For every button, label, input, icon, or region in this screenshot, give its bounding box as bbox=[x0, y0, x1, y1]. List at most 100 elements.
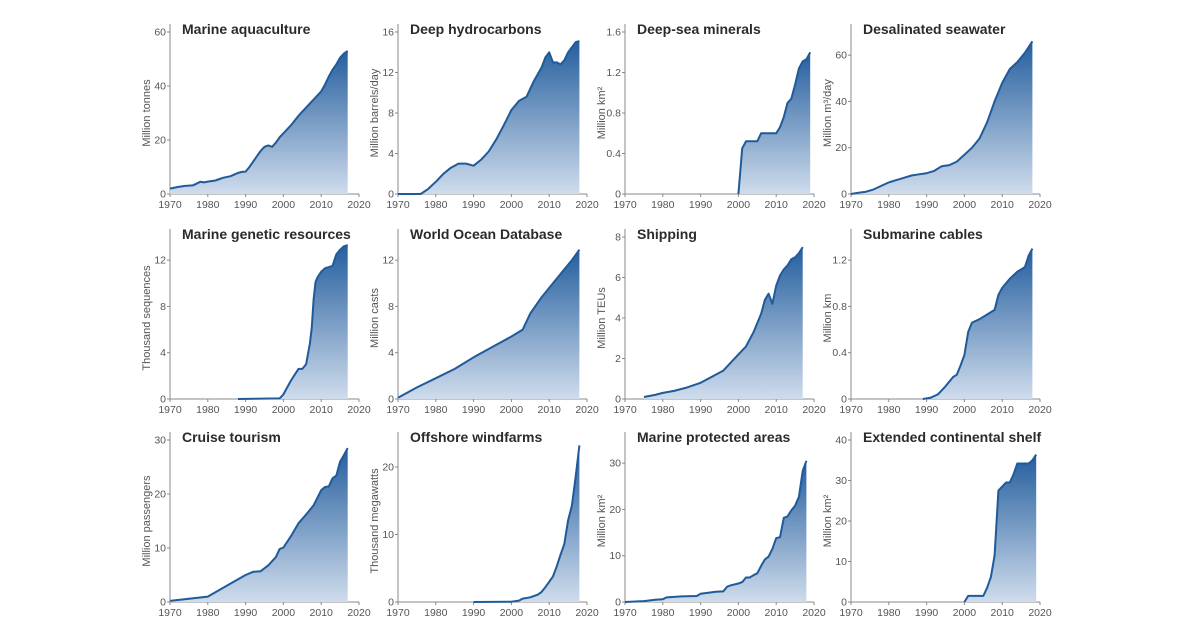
x-tick-label: 1980 bbox=[651, 199, 675, 211]
x-tick-label: 2000 bbox=[272, 607, 296, 619]
x-tick-label: 2020 bbox=[802, 199, 826, 211]
x-tick-label: 2000 bbox=[500, 404, 524, 416]
x-tick-label: 1990 bbox=[234, 199, 258, 211]
series-line bbox=[963, 454, 1038, 603]
x-tick-label: 1990 bbox=[689, 199, 713, 211]
series-line bbox=[643, 246, 804, 398]
x-tick-label: 2020 bbox=[575, 199, 599, 211]
series-line bbox=[737, 51, 812, 195]
x-tick-label: 2020 bbox=[575, 607, 599, 619]
y-tick-label: 0 bbox=[388, 189, 394, 201]
series-area bbox=[643, 247, 803, 399]
y-axis-label: Million km bbox=[822, 294, 834, 343]
panel-title: Desalinated seawater bbox=[863, 21, 1006, 37]
panel-title: Marine protected areas bbox=[637, 429, 790, 445]
x-tick-label: 1970 bbox=[613, 607, 637, 619]
y-tick-label: 0.8 bbox=[832, 301, 847, 313]
x-tick-label: 2020 bbox=[1028, 199, 1052, 211]
x-tick-label: 2000 bbox=[727, 607, 751, 619]
x-tick-label: 1980 bbox=[877, 607, 901, 619]
x-tick-label: 2020 bbox=[347, 199, 371, 211]
panel-deep-hydrocarbons: 0 4 8 12 16 1970 1980 1990 2000 2010 2020 Deep hydr… bbox=[369, 21, 599, 211]
y-tick-label: 4 bbox=[388, 347, 394, 359]
panel-extended-continental-shelf: 0 10 20 30 40 1970 1980 1990 2000 2010 2020 Extende… bbox=[822, 429, 1052, 619]
series-area bbox=[625, 460, 807, 602]
y-tick-label: 0 bbox=[841, 394, 847, 406]
y-tick-label: 30 bbox=[835, 475, 847, 487]
y-tick-label: 20 bbox=[835, 516, 847, 528]
y-axis-label: Thousand megawatts bbox=[369, 468, 381, 574]
y-tick-label: 10 bbox=[609, 550, 621, 562]
series-line bbox=[397, 249, 581, 399]
panel-marine-aquaculture: 0 20 40 60 1970 1980 1990 2000 2010 2020 Marine aq… bbox=[141, 21, 371, 211]
y-tick-label: 0 bbox=[160, 597, 166, 609]
y-axis-label: Million casts bbox=[369, 288, 381, 348]
x-tick-label: 2020 bbox=[802, 607, 826, 619]
x-tick-label: 1970 bbox=[839, 199, 863, 211]
series-area bbox=[964, 454, 1037, 602]
series-line bbox=[922, 248, 1034, 400]
y-tick-label: 30 bbox=[609, 458, 621, 470]
y-tick-label: 0 bbox=[388, 394, 394, 406]
y-tick-label: 20 bbox=[154, 135, 166, 147]
series-area bbox=[473, 445, 580, 602]
x-tick-label: 2020 bbox=[1028, 607, 1052, 619]
x-tick-label: 2000 bbox=[500, 607, 524, 619]
x-tick-label: 2010 bbox=[538, 404, 562, 416]
y-tick-label: 20 bbox=[835, 142, 847, 154]
x-tick-label: 1970 bbox=[158, 607, 182, 619]
y-tick-label: 0.8 bbox=[606, 108, 621, 120]
y-tick-label: 1.6 bbox=[606, 27, 621, 39]
y-tick-label: 20 bbox=[609, 504, 621, 516]
series-area bbox=[738, 52, 811, 194]
y-tick-label: 0 bbox=[615, 394, 621, 406]
y-tick-label: 0 bbox=[615, 597, 621, 609]
panel-deep-sea-minerals: 0 0.4 0.8 1.2 1.6 1970 1980 1990 2000 2010 2020 Dee… bbox=[596, 21, 826, 211]
x-tick-label: 2000 bbox=[500, 199, 524, 211]
panel-title: Cruise tourism bbox=[182, 429, 281, 445]
x-tick-label: 1970 bbox=[158, 404, 182, 416]
x-tick-label: 2010 bbox=[310, 199, 334, 211]
x-tick-label: 1980 bbox=[651, 607, 675, 619]
panel-marine-genetic-resources: 0 4 8 12 1970 1980 1990 2000 2010 2020 Marine gene… bbox=[141, 226, 371, 416]
series-area bbox=[398, 41, 580, 194]
y-tick-label: 0 bbox=[841, 597, 847, 609]
x-tick-label: 2020 bbox=[347, 607, 371, 619]
y-tick-label: 10 bbox=[382, 529, 394, 541]
x-tick-label: 2000 bbox=[727, 404, 751, 416]
y-tick-label: 8 bbox=[388, 301, 394, 313]
x-tick-label: 1970 bbox=[386, 199, 410, 211]
panel-title: Offshore windfarms bbox=[410, 429, 542, 445]
series-area bbox=[922, 248, 1033, 399]
series-line bbox=[398, 40, 580, 195]
x-tick-label: 1970 bbox=[839, 607, 863, 619]
y-axis-label: Million barrels/day bbox=[369, 68, 381, 157]
panel-shipping: 0 2 4 6 8 1970 1980 1990 2000 2010 2020 Shipping Mil… bbox=[596, 226, 826, 416]
y-tick-label: 0 bbox=[615, 189, 621, 201]
y-tick-label: 12 bbox=[154, 255, 166, 267]
y-tick-label: 20 bbox=[382, 462, 394, 474]
panel-cruise-tourism: 0 10 20 30 1970 1980 1990 2000 2010 2020 Cruise to… bbox=[141, 429, 371, 619]
y-tick-label: 2 bbox=[615, 353, 621, 365]
y-axis-label: Million km² bbox=[596, 86, 608, 139]
x-tick-label: 2010 bbox=[765, 199, 789, 211]
x-tick-label: 2010 bbox=[538, 607, 562, 619]
x-tick-label: 2000 bbox=[727, 199, 751, 211]
y-tick-label: 8 bbox=[160, 301, 166, 313]
series-area bbox=[238, 245, 348, 399]
x-tick-label: 1990 bbox=[915, 199, 939, 211]
x-tick-label: 2020 bbox=[1028, 404, 1052, 416]
x-tick-label: 1970 bbox=[839, 404, 863, 416]
x-tick-label: 2010 bbox=[991, 199, 1015, 211]
y-tick-label: 1.2 bbox=[832, 255, 847, 267]
x-tick-label: 1990 bbox=[689, 607, 713, 619]
y-axis-label: Million km² bbox=[596, 494, 608, 547]
x-tick-label: 2020 bbox=[802, 404, 826, 416]
y-tick-label: 12 bbox=[382, 67, 394, 79]
series-area bbox=[398, 249, 580, 399]
x-tick-label: 1970 bbox=[613, 404, 637, 416]
x-tick-label: 1990 bbox=[462, 607, 486, 619]
x-tick-label: 1980 bbox=[877, 199, 901, 211]
y-tick-label: 10 bbox=[835, 556, 847, 568]
y-tick-label: 0 bbox=[388, 597, 394, 609]
